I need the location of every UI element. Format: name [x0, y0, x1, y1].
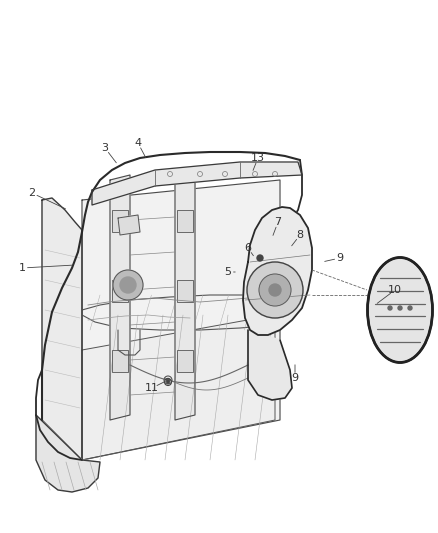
- Text: 6: 6: [244, 243, 251, 253]
- Text: 7: 7: [275, 217, 282, 227]
- Polygon shape: [175, 170, 195, 420]
- Ellipse shape: [367, 257, 432, 362]
- Text: 8: 8: [297, 230, 304, 240]
- Circle shape: [247, 262, 303, 318]
- Text: 9: 9: [291, 373, 299, 383]
- Circle shape: [408, 306, 412, 310]
- Circle shape: [113, 270, 143, 300]
- Circle shape: [259, 274, 291, 306]
- Polygon shape: [110, 175, 130, 420]
- Circle shape: [388, 306, 392, 310]
- Bar: [112, 350, 128, 372]
- Bar: [112, 280, 128, 302]
- Text: 4: 4: [134, 138, 141, 148]
- Polygon shape: [118, 215, 140, 235]
- Text: 2: 2: [28, 188, 35, 198]
- Circle shape: [257, 255, 263, 261]
- Bar: [177, 280, 193, 302]
- Polygon shape: [36, 415, 100, 492]
- Polygon shape: [42, 198, 82, 460]
- Polygon shape: [243, 207, 312, 335]
- Polygon shape: [248, 330, 292, 400]
- Circle shape: [120, 277, 136, 293]
- Circle shape: [269, 284, 281, 296]
- Text: 1: 1: [18, 263, 25, 273]
- Polygon shape: [82, 180, 280, 460]
- Text: 9: 9: [336, 253, 343, 263]
- Bar: [112, 210, 128, 232]
- Text: 13: 13: [251, 153, 265, 163]
- Text: 11: 11: [145, 383, 159, 393]
- Bar: [177, 350, 193, 372]
- Circle shape: [398, 306, 402, 310]
- Polygon shape: [92, 162, 302, 205]
- Text: 5: 5: [225, 267, 232, 277]
- Bar: [177, 210, 193, 232]
- Polygon shape: [82, 295, 295, 330]
- Circle shape: [166, 378, 170, 382]
- Circle shape: [167, 381, 169, 383]
- Text: 10: 10: [388, 285, 402, 295]
- Text: 3: 3: [102, 143, 109, 153]
- Polygon shape: [82, 315, 275, 460]
